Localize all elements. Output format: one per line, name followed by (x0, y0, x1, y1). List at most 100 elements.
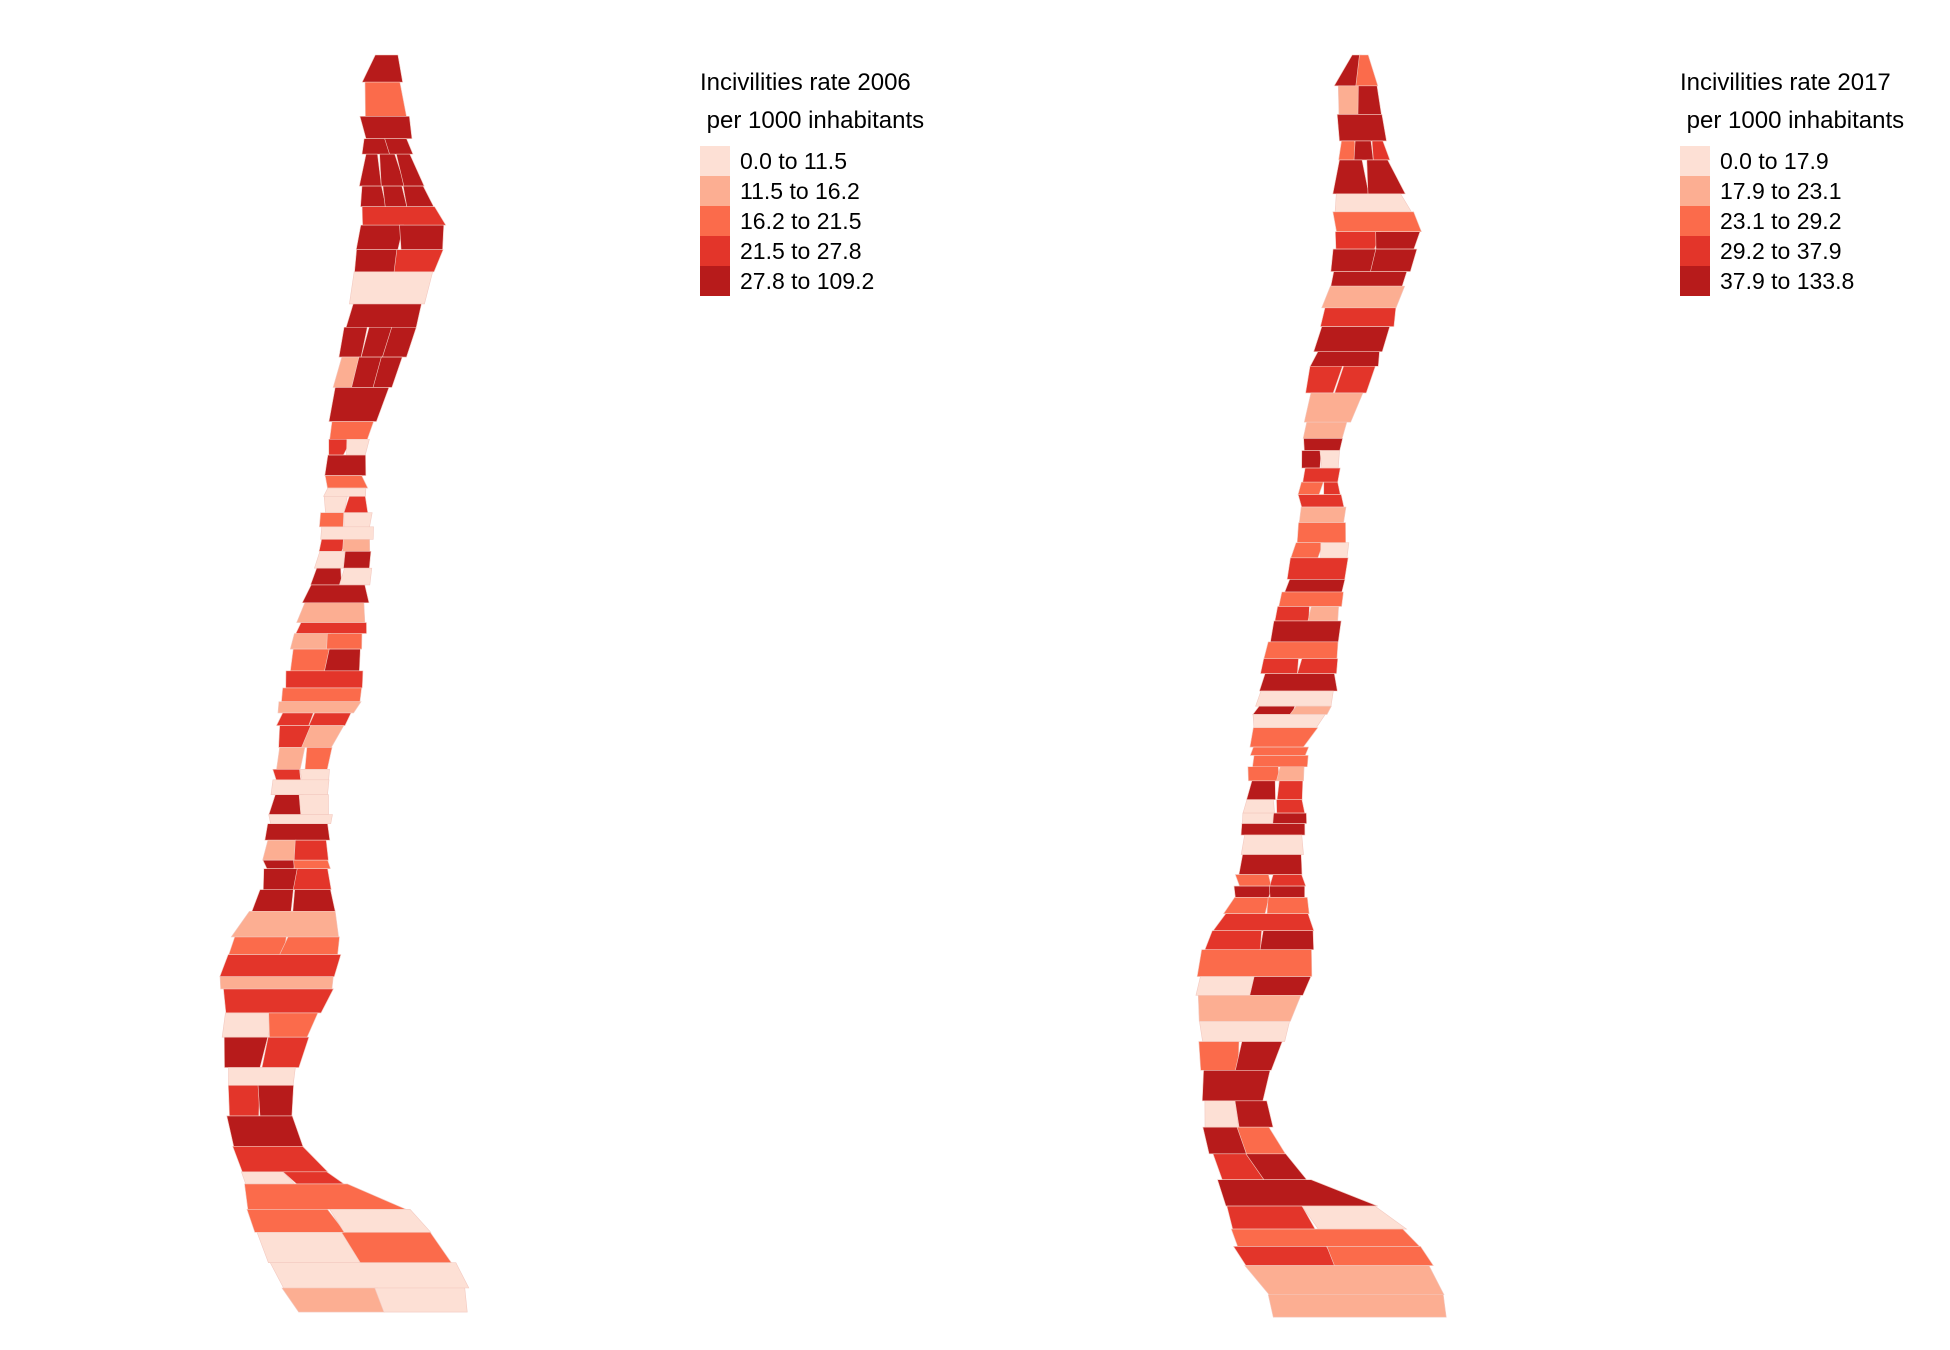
municipality-region (298, 794, 329, 815)
municipality-region (1320, 307, 1397, 327)
municipality-region (227, 1085, 261, 1117)
municipality-region (360, 185, 387, 207)
municipality-region (1320, 542, 1350, 559)
municipality-region (221, 1012, 274, 1038)
municipality-region (1258, 673, 1338, 692)
municipality-region (223, 988, 334, 1014)
municipality-region (1355, 54, 1379, 87)
municipality-region (359, 115, 413, 140)
municipality-region (1302, 467, 1341, 483)
municipality-region (1313, 326, 1391, 352)
municipality-region (1353, 140, 1374, 161)
municipality-region (293, 859, 331, 869)
municipality-region (292, 868, 332, 890)
municipality-region (228, 936, 287, 955)
municipality-region (1234, 1041, 1283, 1071)
municipality-region (328, 387, 390, 422)
municipality-region (264, 823, 331, 841)
municipality-region (1276, 766, 1305, 782)
municipality-region (1226, 1205, 1316, 1230)
municipality-region (275, 712, 314, 726)
legend-label: 37.9 to 133.8 (1720, 267, 1855, 294)
municipality-region (358, 153, 382, 187)
legend-label: 17.9 to 23.1 (1720, 177, 1842, 204)
municipality-region (1260, 658, 1299, 674)
legend-title-line1: Incivilities rate 2017 (1680, 69, 1891, 96)
municipality-region (285, 670, 364, 689)
municipality-region (364, 81, 407, 117)
municipality-region (1252, 755, 1309, 768)
municipality-region (1296, 522, 1347, 543)
municipality-region (279, 936, 340, 955)
legend-item: 0.0 to 11.5 (700, 146, 924, 176)
municipality-region (244, 1183, 407, 1210)
municipality-region (1375, 231, 1421, 250)
municipality-region (1259, 930, 1314, 950)
municipality-region (1267, 1294, 1447, 1318)
choropleth-map-2017 (1195, 54, 1447, 1318)
municipality-region (1238, 854, 1303, 875)
municipality-region (232, 1146, 329, 1173)
legend-label: 21.5 to 27.8 (740, 237, 862, 264)
municipality-region (299, 769, 330, 781)
municipality-region (310, 567, 342, 586)
municipality-region (342, 539, 371, 552)
municipality-region (276, 747, 306, 770)
municipality-region (381, 326, 417, 358)
municipality-region (354, 249, 399, 273)
municipality-region (393, 249, 444, 273)
map-panel-2017: Incivilities rate 2017 per 1000 inhabita… (975, 0, 1950, 1350)
municipality-region (290, 648, 331, 672)
legend-item: 37.9 to 133.8 (1680, 266, 1904, 296)
choropleth-map-2006 (219, 54, 470, 1313)
municipality-region (262, 868, 299, 890)
municipality-region (1234, 874, 1272, 887)
municipality-region (270, 779, 330, 796)
municipality-region (399, 224, 445, 250)
municipality-region (1252, 714, 1326, 729)
municipality-region (1204, 930, 1262, 950)
municipality-region (343, 512, 373, 528)
municipality-region (1230, 1228, 1421, 1247)
municipality-region (1266, 897, 1310, 914)
municipality-region (230, 911, 339, 938)
municipality-region (1357, 85, 1382, 115)
municipality-region (1249, 746, 1310, 756)
municipality-region (296, 602, 366, 623)
municipality-region (349, 271, 434, 305)
municipality-region (281, 687, 362, 703)
legend-swatch (1680, 206, 1710, 236)
municipality-region (1212, 913, 1315, 931)
municipality-region (324, 648, 361, 672)
municipality-region (1370, 248, 1418, 272)
legend-label: 0.0 to 17.9 (1720, 147, 1829, 174)
municipality-region (318, 539, 347, 552)
municipality-region (1330, 248, 1378, 272)
municipality-region (293, 839, 329, 861)
legend-label: 29.2 to 37.9 (1720, 237, 1842, 264)
municipality-region (1371, 140, 1391, 161)
municipality-region (343, 550, 372, 569)
municipality-region (262, 859, 296, 869)
municipality-region (1326, 1246, 1434, 1266)
municipality-region (1195, 976, 1258, 996)
municipality-region (1309, 351, 1380, 367)
municipality-region (301, 584, 370, 604)
municipality-region (343, 495, 369, 513)
municipality-region (219, 954, 342, 977)
municipality-region (1297, 494, 1345, 508)
municipality-region (261, 1036, 310, 1068)
legend-item: 21.5 to 27.8 (700, 236, 924, 266)
legend-swatch (1680, 176, 1710, 206)
legend-label: 27.8 to 109.2 (740, 267, 875, 294)
municipality-region (1276, 799, 1306, 814)
municipality-region (1249, 727, 1319, 748)
municipality-region (1302, 421, 1348, 439)
municipality-region (262, 839, 297, 861)
legend-item: 11.5 to 16.2 (700, 176, 924, 206)
municipality-region (268, 1012, 319, 1038)
legend-item: 17.9 to 23.1 (1680, 176, 1904, 206)
municipality-region (1286, 557, 1349, 580)
legend-label: 0.0 to 11.5 (740, 147, 847, 174)
municipality-region (1276, 780, 1304, 800)
